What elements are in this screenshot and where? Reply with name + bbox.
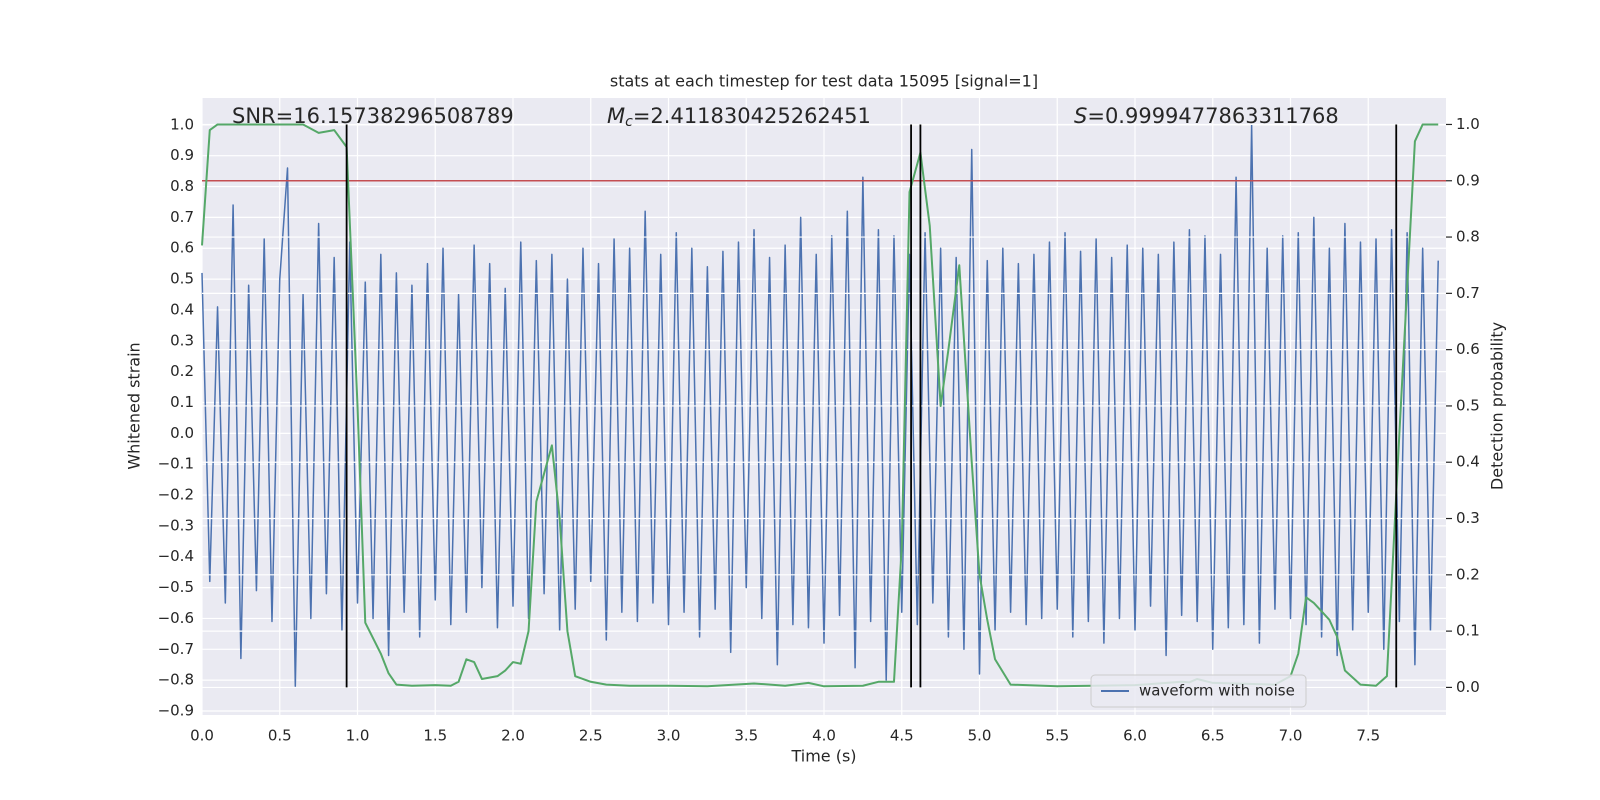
y-tick-label: 0.8 [170, 177, 194, 195]
x-tick-label: 3.5 [734, 727, 758, 745]
y-tick-label: 0.5 [170, 270, 194, 288]
y-tick-label: 0.4 [170, 300, 194, 318]
y-tick-label: 0.2 [170, 362, 194, 380]
y2-tick-label: 0.9 [1456, 171, 1480, 189]
y2-tick-label: 0.4 [1456, 453, 1480, 471]
y-tick-label: 0.9 [170, 146, 194, 164]
annotation: S=0.9999477863311768 [1074, 104, 1339, 128]
y-tick-label: −0.8 [158, 671, 194, 689]
y-tick-label: −0.2 [158, 486, 194, 504]
plot-layers [201, 98, 1446, 715]
y-tick-label: −0.9 [158, 701, 194, 719]
x-tick-label: 4.5 [890, 727, 914, 745]
y-tick-label: −0.6 [158, 609, 194, 627]
x-tick-label: 3.0 [657, 727, 681, 745]
y2-tick-label: 0.6 [1456, 340, 1480, 358]
y2-tick-label: 0.7 [1456, 284, 1480, 302]
x-tick-label: 0.5 [268, 727, 292, 745]
y-tick-label: −0.7 [158, 640, 194, 658]
x-tick-label: 4.0 [812, 727, 836, 745]
x-tick-label: 2.0 [501, 727, 525, 745]
y2-tick-label: 0.8 [1456, 228, 1480, 246]
series-line [201, 124, 1439, 688]
x-tick-label: 2.5 [579, 727, 603, 745]
legend-label: waveform with noise [1139, 682, 1295, 700]
annotation-subscript: c [625, 114, 633, 130]
y2-tick-label: 0.2 [1456, 565, 1480, 583]
y-axis-label: Whitened strain [125, 342, 144, 469]
annotation-value: =0.9999477863311768 [1087, 104, 1338, 128]
y-tick-label: 0.1 [170, 393, 194, 411]
x-tick-label: 6.0 [1123, 727, 1147, 745]
y2-tick-label: 0.5 [1456, 396, 1480, 414]
annotation-symbol: M [607, 104, 625, 128]
y-tick-label: 0.6 [170, 239, 194, 257]
annotation-symbol: S [1074, 104, 1087, 128]
x-tick-label: 6.5 [1201, 727, 1225, 745]
y-tick-label: 1.0 [170, 115, 194, 133]
x-tick-label: 5.5 [1045, 727, 1069, 745]
y2-tick-label: 0.1 [1456, 622, 1480, 640]
y-tick-label: 0.0 [170, 424, 194, 442]
y2-tick-label: 1.0 [1456, 115, 1480, 133]
y2-tick-label: 0.0 [1456, 678, 1480, 696]
annotation: Mc=2.411830425262451 [607, 104, 871, 130]
y-tick-label: 0.7 [170, 208, 194, 226]
annotation: SNR=16.15738296508789 [232, 104, 514, 128]
x-axis-label: Time (s) [790, 747, 856, 766]
chart-title: stats at each timestep for test data 150… [610, 72, 1038, 91]
y-tick-label: −0.1 [158, 455, 194, 473]
x-tick-label: 1.5 [423, 727, 447, 745]
y-tick-label: −0.4 [158, 547, 194, 565]
x-tick-label: 1.0 [346, 727, 370, 745]
x-tick-label: 0.0 [190, 727, 214, 745]
annotation-value: =2.411830425262451 [633, 104, 871, 128]
x-tick-label: 7.0 [1279, 727, 1303, 745]
y2-tick-label: 0.3 [1456, 509, 1480, 527]
y2-axis-label: Detection probability [1488, 322, 1507, 490]
legend-box [1090, 674, 1307, 708]
x-tick-label: 7.5 [1356, 727, 1380, 745]
y-tick-label: −0.3 [158, 516, 194, 534]
y-tick-label: −0.5 [158, 578, 194, 596]
y-tick-label: 0.3 [170, 331, 194, 349]
x-tick-label: 5.0 [968, 727, 992, 745]
